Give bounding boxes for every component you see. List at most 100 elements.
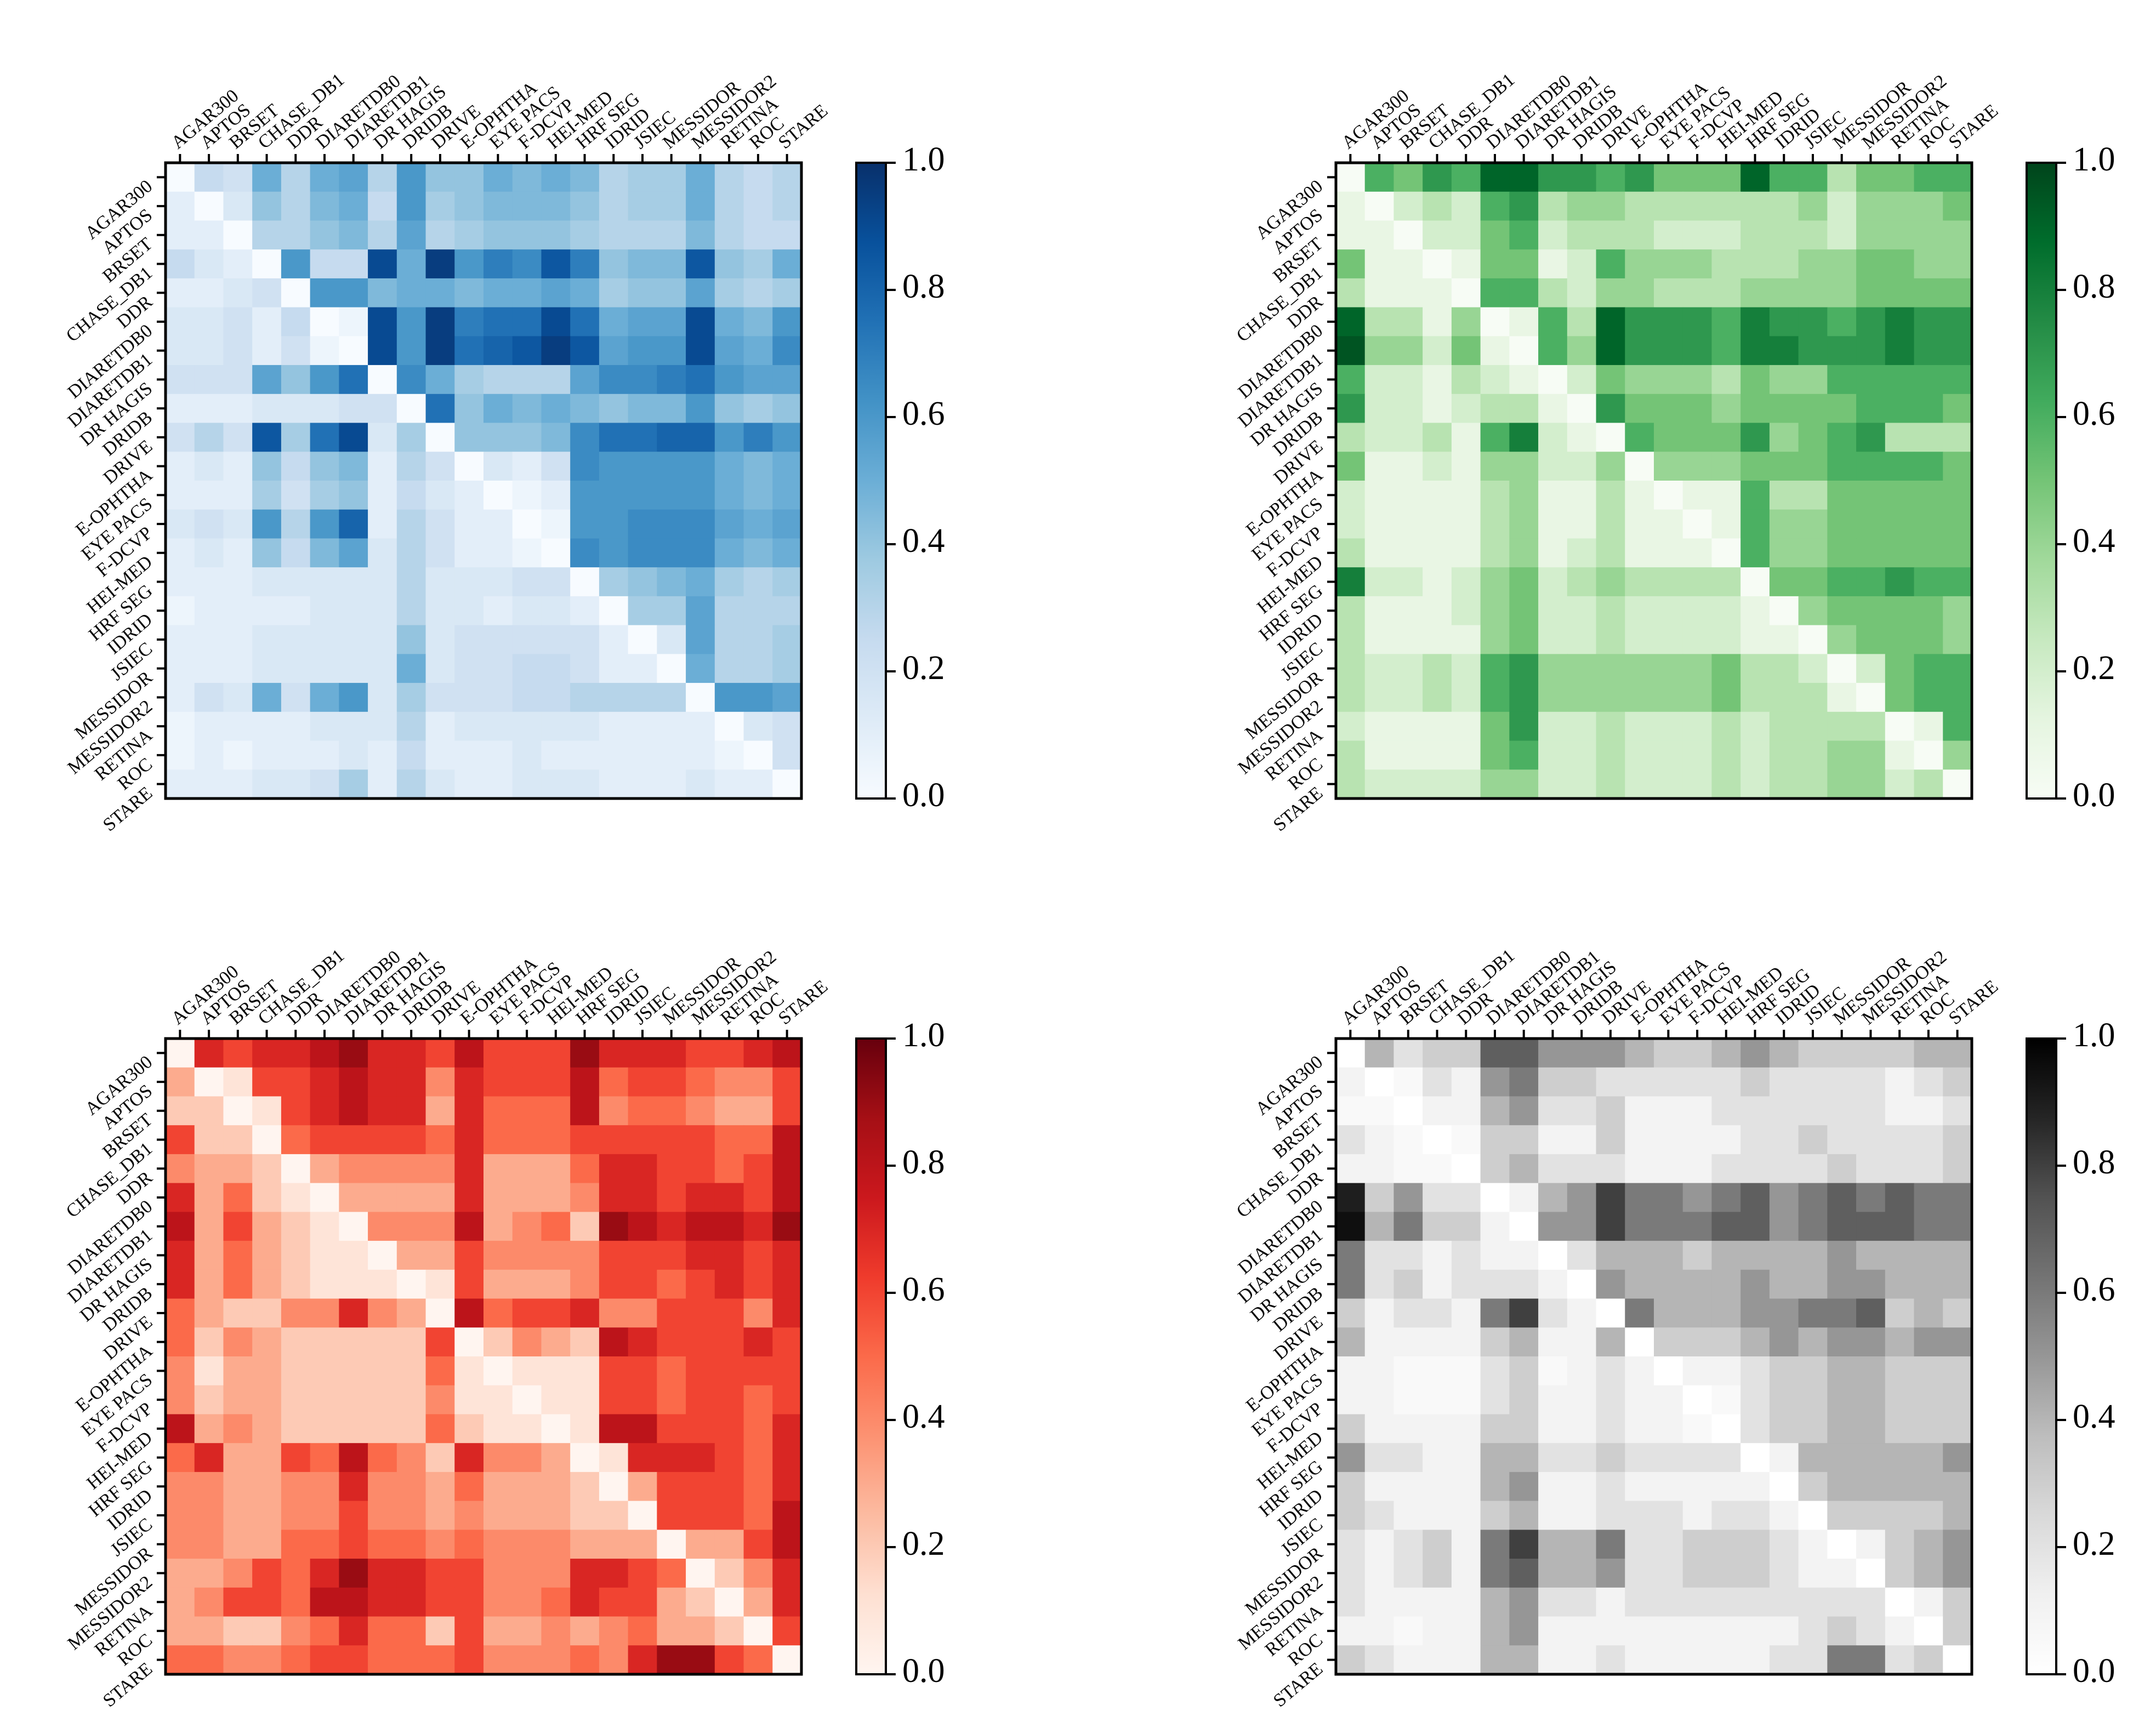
- heatmap-cell: [512, 191, 542, 221]
- heatmap-cell: [483, 307, 513, 336]
- heatmap-cell: [541, 1385, 571, 1415]
- heatmap-cell: [425, 1067, 455, 1097]
- heatmap-cell: [714, 336, 744, 366]
- heatmap-cell: [714, 596, 744, 626]
- heatmap-cell: [512, 336, 542, 366]
- heatmap-cell: [1885, 1039, 1915, 1068]
- heatmap-cell: [1654, 423, 1683, 452]
- heatmap-cell: [223, 1039, 253, 1068]
- heatmap-cell: [252, 336, 282, 366]
- heatmap-cell: [714, 1385, 744, 1415]
- heatmap-cell: [454, 481, 484, 510]
- heatmap-cell: [1538, 1241, 1568, 1270]
- heatmap-cell: [1596, 625, 1625, 654]
- heatmap-cell: [252, 1039, 282, 1068]
- heatmap-cell: [1769, 423, 1799, 452]
- heatmap-cell: [1740, 1587, 1770, 1617]
- heatmap-cell: [772, 683, 802, 712]
- heatmap-cell: [1596, 452, 1625, 481]
- heatmap-cell: [541, 191, 571, 221]
- heatmap-cell: [483, 1501, 513, 1530]
- heatmap-cell: [714, 509, 744, 539]
- heatmap-cell: [1336, 567, 1366, 597]
- heatmap-cell: [1798, 1298, 1828, 1328]
- heatmap-cell: [1943, 1298, 1972, 1328]
- heatmap-cell: [454, 1067, 484, 1097]
- heatmap-cell: [425, 1559, 455, 1588]
- heatmap-cell: [714, 1212, 744, 1241]
- heatmap-cell: [1827, 452, 1857, 481]
- heatmap-cell: [252, 1183, 282, 1212]
- heatmap-cell: [166, 625, 195, 654]
- heatmap-cell: [1856, 1501, 1886, 1530]
- heatmap-cell: [368, 1039, 397, 1068]
- heatmap-cell: [454, 1039, 484, 1068]
- heatmap-cell: [483, 278, 513, 308]
- heatmap-cell: [1423, 1212, 1452, 1241]
- heatmap-cell: [1856, 1587, 1886, 1617]
- heatmap-cell: [686, 1559, 715, 1588]
- heatmap-cell: [743, 1356, 773, 1386]
- heatmap-cell: [223, 393, 253, 424]
- heatmap-cell: [368, 278, 397, 308]
- colorbar-tick-label: 0.4: [2073, 522, 2115, 560]
- heatmap-cell: [368, 191, 397, 221]
- heatmap-cell: [541, 307, 571, 336]
- heatmap-cell: [599, 683, 629, 712]
- heatmap-cell: [1943, 1587, 1972, 1617]
- heatmap-cell: [1336, 1241, 1366, 1270]
- heatmap-cell: [743, 481, 773, 510]
- heatmap-cell: [1943, 1183, 1972, 1212]
- heatmap-cell: [166, 1125, 195, 1155]
- heatmap-cell: [1856, 1096, 1886, 1126]
- heatmap-cell: [310, 509, 339, 539]
- heatmap-cell: [339, 163, 368, 192]
- heatmap-cell: [772, 452, 802, 481]
- heatmap-cell: [1567, 1327, 1597, 1357]
- heatmap-cell: [454, 423, 484, 452]
- heatmap-cell: [686, 1096, 715, 1126]
- heatmap-cell: [1538, 1559, 1568, 1588]
- heatmap-cell: [1914, 278, 1943, 308]
- heatmap-cell: [368, 509, 397, 539]
- heatmap-cell: [743, 307, 773, 336]
- heatmap-cell: [310, 365, 339, 395]
- heatmap-cell: [1336, 1385, 1366, 1415]
- heatmap-cell: [1856, 1471, 1886, 1502]
- heatmap-cell: [1682, 769, 1713, 799]
- heatmap-cell: [570, 1356, 600, 1386]
- heatmap-cell: [1827, 1385, 1857, 1415]
- heatmap-cell: [1625, 336, 1654, 366]
- heatmap-cell: [1914, 1067, 1943, 1097]
- heatmap-cell: [743, 1385, 773, 1415]
- heatmap-cell: [657, 1327, 686, 1357]
- heatmap-cell: [1480, 278, 1510, 308]
- heatmap-cell: [166, 1414, 195, 1444]
- heatmap-cell: [223, 1125, 253, 1155]
- heatmap-cell: [570, 481, 600, 510]
- heatmap-cell: [1856, 249, 1886, 279]
- heatmap-cell: [1480, 1039, 1510, 1068]
- heatmap-cell: [1509, 1298, 1539, 1328]
- heatmap-cell: [1856, 711, 1886, 741]
- heatmap-cell: [1943, 307, 1972, 336]
- heatmap-cell: [743, 1067, 773, 1097]
- heatmap-cell: [599, 769, 629, 799]
- heatmap-cell: [1682, 1096, 1713, 1126]
- heatmap-cell: [1740, 1269, 1770, 1299]
- heatmap-cell: [166, 711, 195, 741]
- heatmap-cell: [628, 1298, 657, 1328]
- heatmap-cell: [166, 1443, 195, 1473]
- heatmap-cell: [1336, 1154, 1366, 1184]
- heatmap-cell: [541, 1616, 571, 1646]
- heatmap-cell: [714, 220, 744, 250]
- heatmap-cell: [599, 393, 629, 424]
- heatmap-cell: [1885, 1356, 1915, 1386]
- heatmap-cell: [1798, 509, 1828, 539]
- heatmap-cell: [1393, 191, 1423, 221]
- heatmap-cell: [252, 278, 282, 308]
- heatmap-cell: [1538, 1501, 1568, 1530]
- heatmap-cell: [657, 711, 686, 741]
- heatmap-cell: [599, 1501, 629, 1530]
- heatmap-cell: [1798, 538, 1828, 568]
